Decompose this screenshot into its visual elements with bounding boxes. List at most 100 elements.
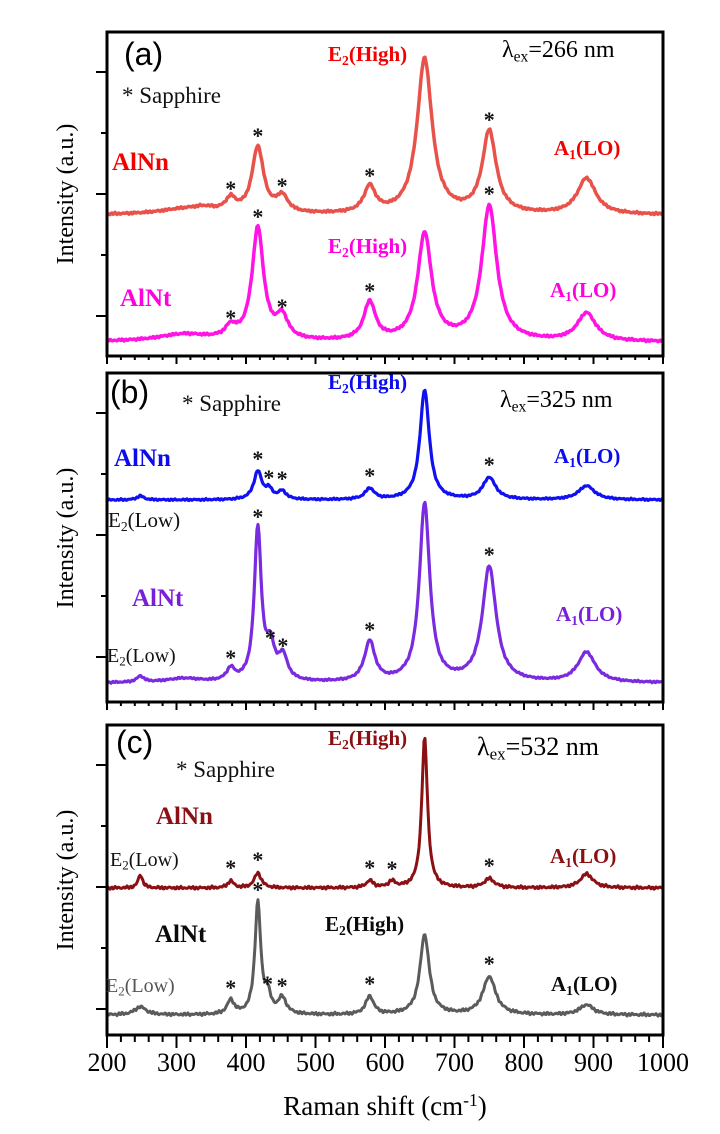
- subscript: 1: [569, 146, 576, 162]
- text-segment: * Sapphire: [182, 391, 282, 416]
- sapphire-star-AlNn-266-417: *: [252, 123, 263, 148]
- subscript: 1: [569, 454, 576, 470]
- series-label-alnn-b: AlNn: [114, 446, 171, 471]
- panel-frame-b: [105, 371, 665, 704]
- x-tick-label-600: 600: [365, 1048, 405, 1077]
- panel-a-corner-label: (a): [124, 38, 163, 70]
- subscript: 2: [118, 983, 125, 999]
- sapphire-star-AlNt-532-452: *: [277, 973, 288, 998]
- text-segment: (High): [348, 726, 408, 750]
- sapphire-star-AlNn-532-750: *: [484, 853, 495, 878]
- text-segment: λ: [500, 387, 512, 413]
- panel-frame-a: [105, 30, 665, 358]
- text-segment: λ: [502, 37, 514, 63]
- peak-label-e2high-alnn-c: E2(High): [328, 726, 408, 752]
- spectrum-AlNt-532: [108, 898, 662, 1018]
- subscript: ex: [511, 398, 527, 416]
- series-label-alnn-c: AlNn: [156, 804, 213, 829]
- sapphire-star-AlNt-266-750: *: [484, 181, 495, 206]
- panel-frame-c: [105, 723, 665, 1037]
- text-segment: (Low): [128, 849, 179, 871]
- text-segment: AlNn: [114, 445, 171, 472]
- text-segment: (c): [116, 724, 154, 760]
- x-tick-label-500: 500: [296, 1048, 335, 1077]
- text-segment: (a): [124, 36, 164, 72]
- text-segment: E: [107, 645, 120, 667]
- peak-label-e2high-alnn-a: E2(High): [328, 44, 407, 68]
- x-tick-label-800: 800: [504, 1048, 544, 1077]
- peak-label-a1lo-alnt-c: A1(LO): [551, 974, 617, 998]
- peak-label-e2high-alnt-a: E2(High): [328, 234, 407, 260]
- x-tick-label-1000: 1000: [637, 1048, 689, 1077]
- spectrum-AlNt-325: [108, 500, 662, 685]
- sapphire-star-AlNn-325-750: *: [484, 452, 495, 477]
- subscript: 1: [571, 612, 578, 628]
- text-segment: A: [550, 844, 566, 868]
- peak-label-a1lo-alnn-b: A1(LO): [554, 444, 621, 470]
- subscript: ex: [513, 48, 529, 66]
- y-axis-title-c: Intensity (a.u.): [53, 809, 79, 951]
- sapphire-star-AlNt-266-378: *: [225, 305, 236, 330]
- sapphire-star-AlNt-325-578: *: [364, 617, 375, 642]
- peak-label-a1lo-alnn-c: A1(LO): [550, 844, 616, 870]
- text-segment: A: [556, 602, 572, 626]
- series-label-alnn-a: AlNn: [112, 150, 169, 175]
- text-segment: (LO): [576, 444, 621, 468]
- text-segment: ): [477, 1090, 487, 1121]
- peak-label-e2high-alnt-c: E2(High): [325, 914, 404, 938]
- text-segment: E: [328, 234, 343, 258]
- text-segment: A: [554, 444, 570, 468]
- subscript: 2: [342, 52, 349, 68]
- subscript: 2: [342, 380, 349, 396]
- subscript: 2: [120, 518, 128, 534]
- sapphire-star-AlNt-266-578: *: [364, 278, 375, 303]
- sapphire-star-AlNt-325-453: *: [277, 633, 288, 658]
- series-label-alnt-c: AlNt: [155, 922, 206, 947]
- sapphire-legend-b: * Sapphire: [182, 392, 281, 415]
- subscript: 1: [566, 982, 573, 998]
- text-segment: AlNn: [112, 149, 169, 176]
- sapphire-star-AlNn-266-378: *: [225, 176, 236, 201]
- text-segment: A: [554, 136, 570, 160]
- spectrum-AlNn-325: [108, 388, 662, 503]
- sapphire-legend-c: * Sapphire: [176, 758, 275, 781]
- sapphire-star-AlNt-532-750: *: [484, 951, 495, 976]
- text-segment: AlNt: [120, 285, 172, 312]
- subscript: 2: [342, 736, 349, 752]
- sapphire-star-AlNt-325-417: *: [252, 504, 263, 529]
- y-axis-title-a: Intensity (a.u.): [53, 123, 79, 265]
- text-segment: (b): [110, 374, 150, 410]
- sapphire-star-AlNn-266-452: *: [277, 173, 288, 198]
- excitation-label-a: λex=266 nm: [502, 38, 615, 65]
- x-tick-label-900: 900: [574, 1048, 613, 1077]
- y-axis-title-b: Intensity (a.u.): [53, 467, 79, 608]
- excitation-label-b: λex=325 nm: [500, 388, 613, 415]
- sapphire-star-AlNn-325-417: *: [252, 446, 263, 471]
- sapphire-star-AlNt-532-431: *: [262, 971, 273, 996]
- text-segment: E: [328, 370, 343, 394]
- peak-label-e2high-alnn-b: E2(High): [328, 370, 407, 396]
- peak-label-e2low-alnt-c: E2(Low): [106, 976, 175, 998]
- panel-c-corner-label: (c): [116, 726, 153, 758]
- sapphire-star-AlNt-532-578: *: [364, 971, 375, 996]
- text-segment: E: [110, 849, 123, 871]
- text-segment: E: [328, 726, 343, 750]
- text-segment: =532 nm: [505, 732, 599, 761]
- subscript: 2: [342, 244, 349, 260]
- series-label-alnt-b: AlNt: [132, 586, 183, 611]
- sapphire-star-AlNn-532-610: *: [386, 856, 397, 881]
- x-axis-title: Raman shift (cm-1): [283, 1090, 487, 1121]
- text-segment: * Sapphire: [122, 83, 222, 108]
- sapphire-star-AlNt-532-378: *: [225, 975, 236, 1000]
- panel-b-corner-label: (b): [110, 376, 149, 408]
- excitation-label-c: λex=532 nm: [477, 734, 599, 764]
- text-segment: (LO): [576, 136, 621, 160]
- peak-label-a1lo-alnt-a: A1(LO): [550, 280, 616, 304]
- text-segment: AlNt: [132, 585, 184, 612]
- sapphire-star-AlNn-325-433: *: [263, 465, 274, 490]
- subscript: 1: [565, 288, 572, 304]
- sapphire-legend-a: * Sapphire: [122, 84, 221, 107]
- spectrum-AlNt-266: [108, 202, 662, 344]
- subscript: 2: [122, 857, 129, 873]
